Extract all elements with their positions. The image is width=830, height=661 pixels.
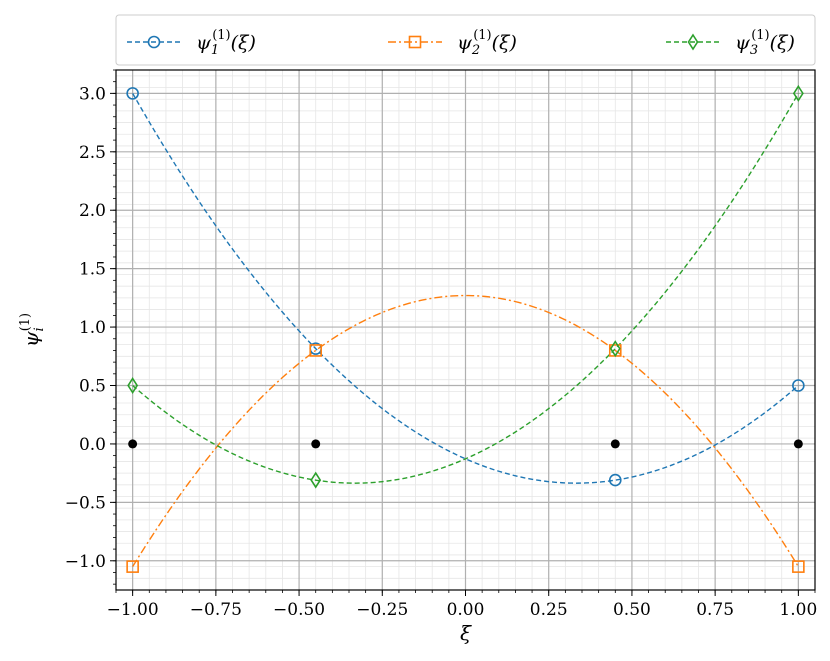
y-tick-label: 1.0 [79,318,106,338]
legend-label-sup: (1) [212,28,230,43]
x-tick-label: 0.50 [613,600,651,620]
legend-label-tail: (ξ) [231,32,256,54]
legend-label-sub: 3 [750,43,758,58]
series-3-point [609,340,621,358]
series-1-point [126,87,139,100]
y-tick-label: 3.0 [79,84,106,104]
series-2-point [309,344,323,357]
x-tick-label: −0.75 [190,600,242,620]
legend-box [115,14,816,66]
series-line-1 [132,93,799,484]
y-tick-label: −0.5 [65,493,106,513]
series-markers [126,84,805,573]
y-axis-title: ψi(1) [18,313,47,347]
legend-label-tail: (ξ) [492,32,517,54]
legend-label-sub: 2 [471,43,480,58]
series-1-point [792,379,805,392]
legend-label-sup: (1) [473,28,491,43]
x-tick-label: −0.50 [273,600,325,620]
node-point [128,439,138,449]
legend-marker-3 [687,33,699,51]
series-line-3 [132,93,799,484]
legend-label-sub: 1 [211,43,219,58]
node-point [793,439,803,449]
y-tick-label: −1.0 [65,552,106,572]
legend-label-base: ψ [457,32,473,54]
node-point [610,439,620,449]
legend-label-sup: (1) [751,28,769,43]
x-tick-label: −0.25 [356,600,408,620]
series-1-point [608,473,622,487]
series-2-point [126,560,139,573]
x-tick-label: 1.00 [779,600,817,620]
series-3-point [310,471,322,489]
y-tick-label: 2.5 [79,143,106,163]
axis-ticks: −1.00 −0.75 −0.50 −0.25 0.00 0.25 0.50 0.75 1.00… [18,69,817,645]
legend: ψ1(1)(ξ) ψ2(1)(ξ) ψ3(1)(ξ) [115,14,816,66]
legend-label-3: ψ3(1)(ξ) [735,28,795,58]
node-point [311,439,321,449]
series-3-point [127,377,139,394]
x-axis-title: ξ [460,621,472,645]
legend-label-base: ψ [196,32,212,54]
legend-label-tail: (ξ) [770,32,795,54]
legend-marker-2 [408,35,422,49]
x-tick-label: 0.75 [696,600,734,620]
series-line-2 [132,294,799,567]
y-axis-title-sup: (1) [18,313,33,331]
x-tick-label: 0.00 [447,600,485,620]
y-tick-label: 0.5 [79,377,106,397]
y-tick-label: 2.0 [79,201,106,221]
x-tick-label: −1.00 [107,600,159,620]
y-tick-label: 1.5 [79,260,106,280]
legend-label-2: ψ2(1)(ξ) [457,28,517,58]
series-3-point [792,84,804,102]
major-grid [116,70,815,590]
y-axis-title-sub: i [32,327,47,331]
legend-marker-1 [147,35,161,49]
legend-label-1: ψ1(1)(ξ) [196,28,256,58]
x-tick-label: 0.25 [530,600,568,620]
node-markers [128,439,803,449]
y-tick-label: 0.0 [79,435,106,455]
series-2-point [792,560,805,573]
legend-label-base: ψ [735,32,751,54]
series-curves [132,93,799,567]
